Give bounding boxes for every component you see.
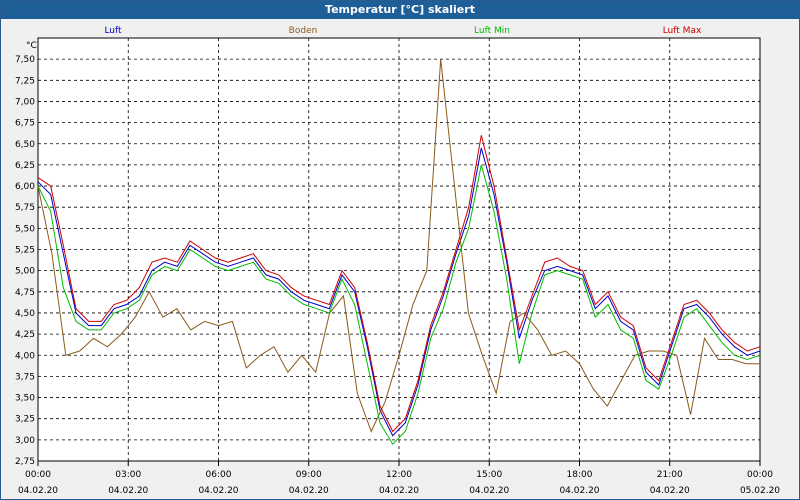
y-tick-label: 5,75 [15,203,35,213]
series-line-luft-min [37,164,761,445]
y-tick-label: 2,75 [15,457,35,467]
x-tick-date: 04.02.20 [379,486,419,496]
y-unit-label: °C [26,41,37,51]
legend-entry: Luft Max [663,26,702,36]
legend-entry: Boden [289,26,318,36]
series-line-luft-max [37,135,761,433]
x-tick-date: 05.02.20 [740,486,780,496]
window-title: Temperatur [°C] skaliert [1,1,799,19]
y-tick-label: 4,25 [15,330,35,340]
series-line-luft [37,147,761,437]
legend: Luft Boden Luft Min Luft Max [104,26,702,36]
y-tick-label: 6,75 [15,119,35,129]
x-tick-date: 04.02.20 [650,486,690,496]
x-tick-date: 04.02.20 [18,486,58,496]
legend-entry: Luft Min [474,26,510,36]
y-tick-label: 4,50 [15,309,35,319]
x-tick-date: 04.02.20 [198,486,238,496]
y-tick-label: 7,25 [15,76,35,86]
y-tick-label: 6,00 [15,182,35,192]
x-tick-time: 03:00 [115,470,141,480]
x-tick-time: 18:00 [567,470,593,480]
series-lines [37,59,761,445]
y-tick-label: 5,25 [15,246,35,256]
y-tick-label: 7,00 [15,97,35,107]
legend-entry: Luft [104,26,122,36]
y-tick-label: 5,00 [15,267,35,277]
x-tick-date: 04.02.20 [289,486,329,496]
x-tick-date: 04.02.20 [108,486,148,496]
x-axis: 00:00 04.02.20 03:00 04.02.20 06:00 04.02.20 0… [18,461,780,496]
series-line-boden [37,59,760,433]
grid [38,38,760,462]
y-tick-label: 4,75 [15,288,35,298]
y-tick-label: 3,00 [15,436,35,446]
y-axis: 2,75 3,00 3,25 3,50 3,75 4,00 4,25 4,50 4,75 5,00… [15,55,35,467]
x-tick-time: 00:00 [25,470,51,480]
x-tick-time: 06:00 [206,470,232,480]
x-tick-date: 04.02.20 [469,486,509,496]
x-tick-time: 12:00 [386,470,412,480]
x-tick-time: 00:00 [747,470,773,480]
y-tick-label: 3,25 [15,415,35,425]
y-tick-label: 7,50 [15,55,35,65]
x-tick-time: 09:00 [296,470,322,480]
y-tick-label: 6,50 [15,140,35,150]
y-tick-label: 4,00 [15,351,35,361]
y-tick-label: 5,50 [15,224,35,234]
x-tick-time: 21:00 [657,470,683,480]
y-tick-label: 3,75 [15,372,35,382]
y-tick-label: 6,25 [15,161,35,171]
x-tick-time: 15:00 [476,470,502,480]
x-tick-date: 04.02.20 [559,486,599,496]
y-tick-label: 3,50 [15,394,35,404]
